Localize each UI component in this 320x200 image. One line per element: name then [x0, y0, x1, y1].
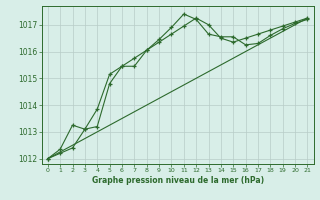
X-axis label: Graphe pression niveau de la mer (hPa): Graphe pression niveau de la mer (hPa) — [92, 176, 264, 185]
